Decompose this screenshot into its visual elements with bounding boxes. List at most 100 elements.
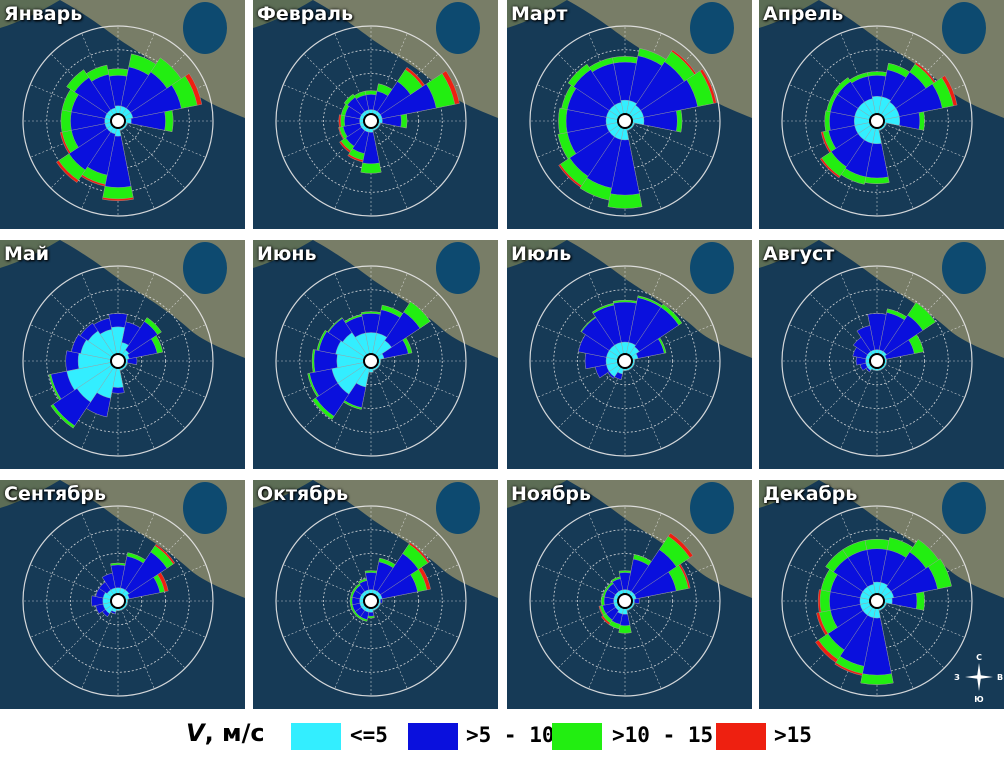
coast-land-west [253,480,313,508]
coast-land-west [253,240,313,268]
wind-rose-panel: Апрель [759,0,1004,229]
center-marker [363,353,379,369]
grid-ring [553,49,697,193]
legend-title: V, м/с [186,719,265,747]
grid-ring [275,265,467,457]
bay [942,482,986,534]
grid-ring [346,576,396,626]
center-marker [869,353,885,369]
grid-ring [323,553,419,649]
wind-rose-grid: Январь Февраль Март Апрель Май Июнь Июль Август… [0,0,1004,709]
grid-ring [346,336,396,386]
coast-land-west [759,480,819,508]
wind-rose-svg [253,0,498,229]
wind-sector [117,111,166,131]
panel-title: Август [763,243,835,265]
wind-rose-svg [0,240,245,469]
wind-rose-panel: Июль [507,240,752,469]
wind-rose-svg [759,240,1004,469]
compass-label-w: З [954,673,960,682]
wind-rose-svg [507,0,752,229]
coast-land-west [0,240,60,268]
panel-title: Январь [4,3,83,25]
grid-ring [299,49,443,193]
wind-sector [354,332,372,362]
coast-land-west [0,480,60,508]
panel-title: Апрель [763,3,844,25]
panel-title: Май [4,243,50,265]
coast-land-west [0,0,60,28]
wind-rose-panel: Май [0,240,245,469]
wind-rose-svg [0,0,245,229]
grid-ring [805,49,949,193]
wind-rose-panel: Март [507,0,752,229]
grid-ring [829,313,925,409]
grid-ring [781,505,973,697]
center-marker [617,113,633,129]
legend-swatch-0 [291,723,341,750]
grid-ring [46,49,190,193]
grid-ring [553,529,697,673]
legend-label-1: >5 - 10 [466,723,555,747]
panel-title: Сентябрь [4,483,107,505]
bay [690,482,734,534]
wind-rose-panel: Июнь [253,240,498,469]
panel-title: Октябрь [257,483,349,505]
bay [942,242,986,294]
grid-ring [529,505,721,697]
grid-ring [22,505,214,697]
panel-title: Июнь [257,243,317,265]
coast-land-west [759,240,819,268]
legend-label-3: >15 [774,723,812,747]
bay [942,2,986,54]
grid-ring [600,336,650,386]
grid-ring [529,25,721,217]
wind-rose-svg [759,0,1004,229]
grid-ring [553,289,697,433]
center-marker [110,113,126,129]
grid-ring [577,553,673,649]
wind-rose-panel: Октябрь [253,480,498,709]
grid-ring [805,289,949,433]
wind-rose-svg: С Ю З В [759,480,1004,709]
grid-ring [299,529,443,673]
grid-ring [299,289,443,433]
bay [183,242,227,294]
center-marker [363,593,379,609]
wind-rose-panel: Сентябрь [0,480,245,709]
coast-land-west [507,480,567,508]
wind-rose-svg [253,240,498,469]
wind-rose-panel: Август [759,240,1004,469]
panel-title: Декабрь [763,483,858,505]
grid-ring [22,25,214,217]
grid-ring [323,73,419,169]
panel-title: Февраль [257,3,354,25]
center-marker [110,593,126,609]
legend-label-0: <=5 [350,723,388,747]
grid-ring [22,265,214,457]
compass-icon: С Ю З В [954,653,1003,704]
grid-ring [93,576,143,626]
bay [690,242,734,294]
center-marker [617,593,633,609]
grid-ring [275,25,467,217]
grid-ring [577,313,673,409]
center-marker [110,353,126,369]
compass-label-s: Ю [974,695,983,704]
panel-title: Ноябрь [511,483,592,505]
wind-rose-panel: С Ю З В Декабрь [759,480,1004,709]
bay [690,2,734,54]
grid-ring [46,289,190,433]
panel-title: Март [511,3,568,25]
legend-swatch-1 [408,723,458,750]
grid-ring [46,529,190,673]
legend-swatch-2 [552,723,602,750]
compass-label-e: В [997,673,1003,682]
wind-rose-svg [0,480,245,709]
center-marker [869,113,885,129]
compass-label-n: С [976,653,982,662]
coast-land-west [253,0,313,28]
legend-swatch-3 [716,723,766,750]
bay [436,2,480,54]
wind-sector [99,329,119,362]
